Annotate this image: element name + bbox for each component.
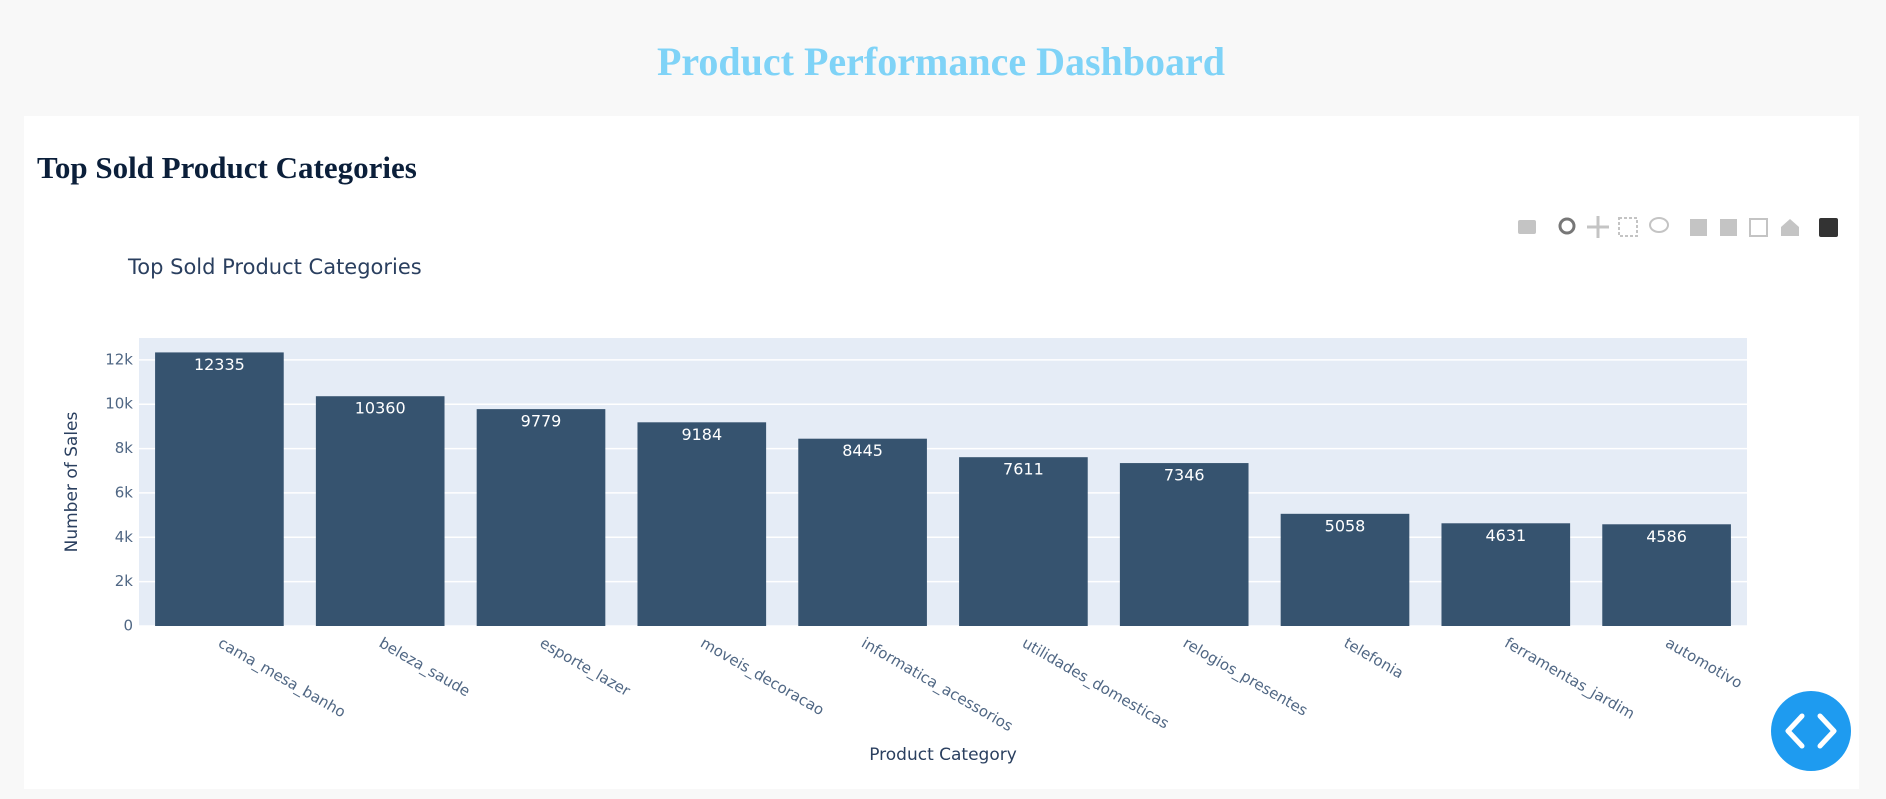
y-tick-label: 0 [123, 617, 133, 635]
bar [1119, 463, 1249, 626]
y-tick-label: 10k [105, 395, 133, 413]
code-button[interactable] [1771, 691, 1851, 771]
y-tick-label: 4k [115, 528, 134, 546]
chart: Top Sold Product Categories Number of Sal… [62, 255, 1747, 765]
reset-icon[interactable] [1781, 219, 1799, 236]
zoom-icon[interactable] [1558, 217, 1576, 235]
zoom-out-icon[interactable] [1720, 219, 1737, 236]
bar [1441, 523, 1571, 626]
bar [1602, 524, 1731, 626]
camera-icon[interactable] [1518, 220, 1536, 234]
value-label: 4586 [1646, 527, 1687, 546]
value-label: 5058 [1325, 516, 1366, 535]
bar [798, 438, 927, 626]
y-tick-label: 2k [115, 572, 134, 590]
bar [959, 457, 1088, 626]
y-axis-title: Number of Sales [62, 411, 82, 552]
value-label: 7611 [1003, 460, 1044, 479]
x-axis-title: Product Category [869, 745, 1017, 765]
pan-icon[interactable] [1587, 216, 1609, 238]
bar [476, 409, 606, 626]
value-label: 9779 [521, 412, 562, 431]
bar [315, 396, 445, 626]
value-label: 7346 [1164, 466, 1205, 485]
bar [1280, 513, 1410, 626]
modebar[interactable] [1518, 216, 1838, 238]
value-label: 12335 [194, 355, 245, 374]
y-tick-label: 6k [115, 483, 134, 501]
code-button-icon[interactable] [1785, 713, 1837, 749]
value-label: 10360 [355, 399, 406, 418]
code-button-circle[interactable] [1771, 691, 1851, 771]
y-tick-label: 8k [115, 439, 134, 457]
lasso-icon[interactable] [1649, 217, 1669, 233]
plotly-logo[interactable] [1819, 218, 1838, 237]
chart-title: Top Sold Product Categories [127, 255, 422, 279]
zoom-in-icon[interactable] [1690, 219, 1707, 236]
autoscale-icon[interactable] [1749, 218, 1768, 237]
y-tick-label: 12k [105, 350, 133, 368]
page-title: Product Performance Dashboard [657, 39, 1225, 84]
bar [637, 422, 767, 626]
value-label: 9184 [681, 425, 722, 444]
section-title: Top Sold Product Categories [37, 150, 417, 185]
bar [155, 352, 284, 626]
value-label: 8445 [842, 441, 883, 460]
value-label: 4631 [1485, 526, 1526, 545]
select-icon[interactable] [1618, 217, 1638, 237]
